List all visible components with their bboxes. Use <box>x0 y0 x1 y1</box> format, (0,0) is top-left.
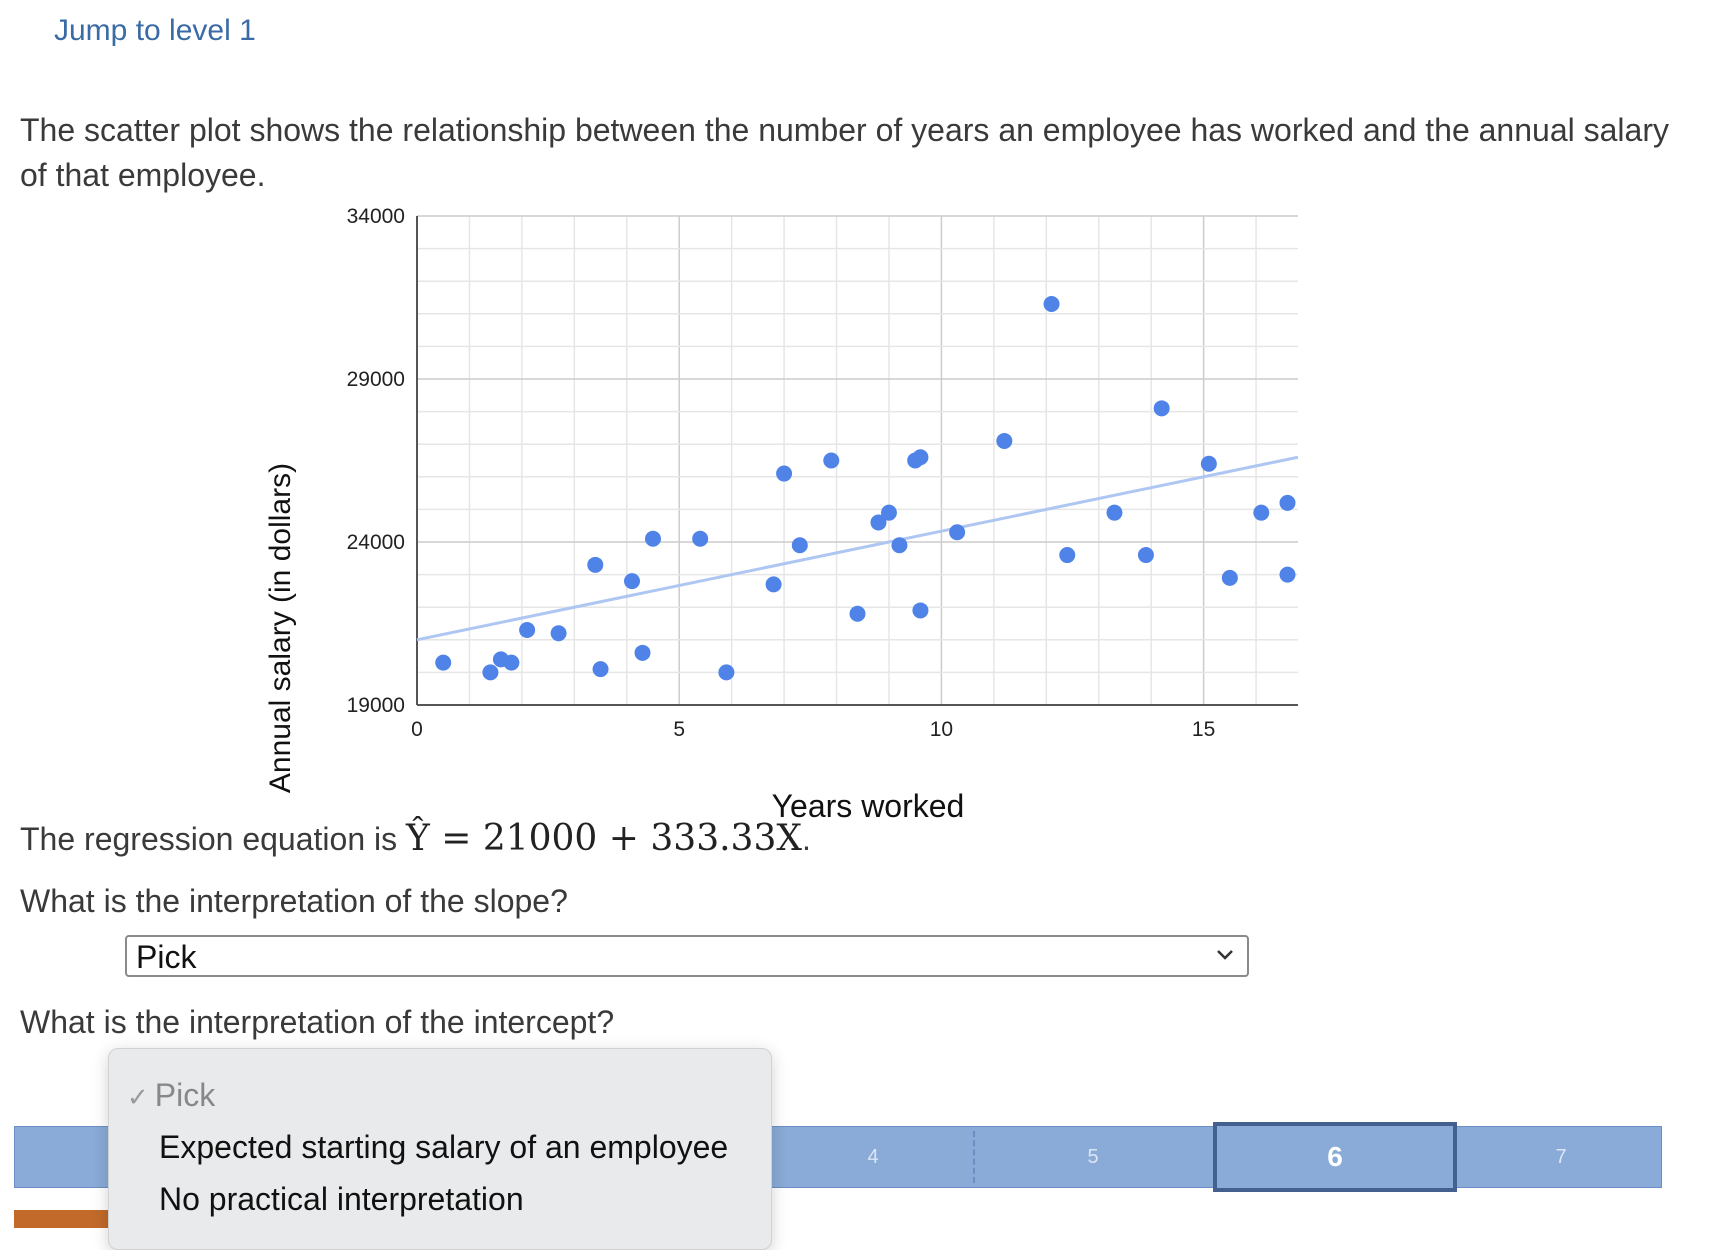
level-7[interactable]: 7 <box>1555 1146 1567 1168</box>
data-point <box>435 654 452 671</box>
data-point <box>644 530 661 547</box>
x-tick-label: 15 <box>1192 718 1215 741</box>
level-4[interactable]: 4 <box>867 1146 879 1168</box>
dropdown-option-no-interpretation[interactable]: No practical interpretation <box>159 1181 524 1217</box>
data-point <box>765 576 782 593</box>
slope-question: What is the interpretation of the slope? <box>20 883 568 919</box>
data-point <box>592 661 609 678</box>
data-point <box>1153 400 1170 417</box>
data-point <box>1059 547 1076 564</box>
y-tick-label: 19000 <box>347 694 405 717</box>
intercept-dropdown-menu: ✓ Pick Expected starting salary of an emp… <box>108 1048 772 1250</box>
regression-statement: The regression equation is Ŷ = 21000 + 3… <box>20 818 811 859</box>
y-tick-label: 29000 <box>347 368 405 391</box>
data-point <box>718 664 735 681</box>
x-tick-label: 0 <box>411 718 423 741</box>
data-point <box>1279 494 1296 511</box>
data-point <box>1043 296 1060 313</box>
data-point <box>1279 566 1296 583</box>
data-point <box>519 622 536 639</box>
x-axis-label: Years worked <box>772 788 965 824</box>
x-tick-label: 5 <box>673 718 685 741</box>
slope-select-value: Pick <box>136 939 197 975</box>
dropdown-option-starting-salary[interactable]: Expected starting salary of an employee <box>159 1129 729 1165</box>
data-point <box>880 504 897 521</box>
data-point <box>1253 504 1270 521</box>
scatter-chart: 0 5 10 15 19000 24000 29000 34000 Annual salary… <box>264 205 1299 824</box>
regression-suffix: . <box>801 821 811 857</box>
data-point <box>912 449 929 466</box>
regression-prefix: The regression equation is <box>20 821 398 857</box>
orange-button-edge[interactable] <box>14 1210 124 1228</box>
y-axis-label: Annual salary (in dollars) <box>264 463 297 793</box>
y-tick-label: 34000 <box>347 205 405 228</box>
data-point <box>791 537 808 554</box>
slope-select[interactable]: Pick <box>125 935 1249 977</box>
y-tick-label: 24000 <box>347 531 405 554</box>
x-tick-label: 10 <box>930 718 953 741</box>
data-point <box>996 432 1013 449</box>
chart-grid <box>416 215 1298 706</box>
data-point <box>849 605 866 622</box>
data-point <box>624 573 641 590</box>
chart-points <box>435 296 1296 681</box>
data-point <box>870 514 887 531</box>
level-divider <box>973 1131 975 1183</box>
checkmark-icon: ✓ <box>127 1082 149 1112</box>
data-point <box>1200 455 1217 472</box>
data-point <box>1106 504 1123 521</box>
data-point <box>587 556 604 573</box>
data-point <box>482 664 499 681</box>
chart-ticks: 0 5 10 15 19000 24000 29000 34000 <box>347 205 1216 741</box>
data-point <box>776 465 793 482</box>
data-point <box>912 602 929 619</box>
intercept-question: What is the interpretation of the interc… <box>20 1004 615 1040</box>
level-6[interactable]: 6 <box>1213 1122 1457 1192</box>
data-point <box>1137 547 1154 564</box>
data-point <box>1221 569 1238 586</box>
data-point <box>550 625 567 642</box>
chevron-down-icon <box>1217 950 1233 960</box>
data-point <box>503 654 520 671</box>
question-intro: The scatter plot shows the relationship … <box>20 112 1669 193</box>
data-point <box>692 530 709 547</box>
jump-to-level-link[interactable]: Jump to level 1 <box>54 14 256 47</box>
level-5[interactable]: 5 <box>1087 1146 1099 1168</box>
regression-equation: Ŷ = 21000 + 333.33X <box>406 818 802 859</box>
trend-line <box>416 455 1299 642</box>
data-point <box>634 644 651 661</box>
data-point <box>949 524 966 541</box>
dropdown-option-pick[interactable]: ✓ Pick <box>127 1077 216 1113</box>
data-point <box>891 537 908 554</box>
data-point <box>823 452 840 469</box>
